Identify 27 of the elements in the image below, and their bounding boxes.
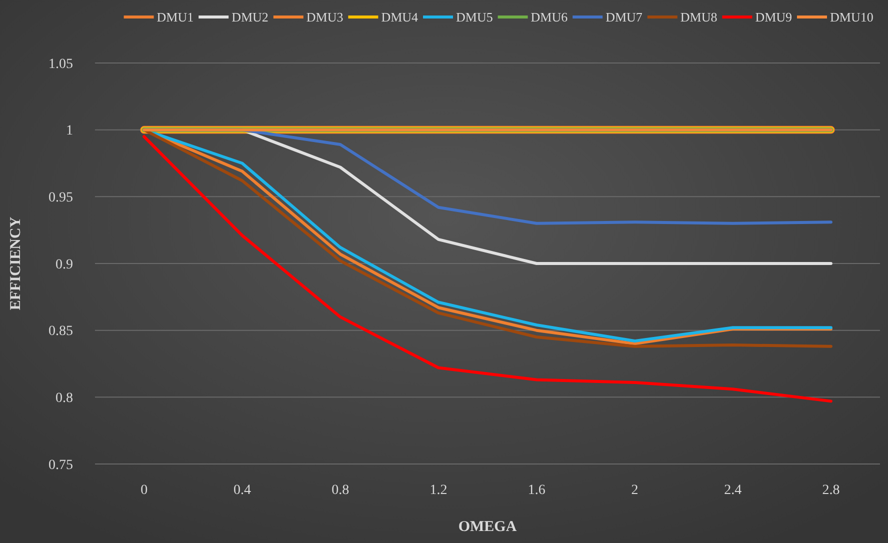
x-tick-label: 2.8 — [822, 483, 840, 498]
y-tick-label: 0.9 — [56, 257, 73, 272]
x-tick-label: 1.2 — [430, 483, 448, 498]
x-tick-label: 0.4 — [233, 483, 251, 498]
legend-label: DMU2 — [232, 10, 268, 25]
legend-label: DMU4 — [381, 10, 419, 25]
legend-label: DMU9 — [755, 10, 792, 25]
x-tick-label: 0 — [140, 483, 148, 498]
x-tick-label: 2.4 — [724, 483, 742, 498]
legend-label: DMU6 — [530, 10, 568, 25]
y-tick-label: 0.8 — [56, 391, 73, 406]
y-tick-label: 0.95 — [48, 190, 73, 206]
x-tick-label: 1.6 — [528, 483, 546, 498]
legend-label: DMU8 — [680, 10, 718, 25]
x-tick-label: 2 — [631, 483, 638, 498]
y-tick-label: 1 — [66, 124, 73, 139]
y-tick-label: 1.05 — [48, 56, 73, 72]
x-axis-title: OMEGA — [458, 519, 517, 535]
legend-label: DMU1 — [156, 10, 194, 25]
y-axis-title: EFFICIENCY — [8, 216, 24, 310]
legend-label: DMU5 — [456, 10, 493, 25]
x-tick-label: 0.8 — [332, 483, 350, 498]
y-tick-label: 0.85 — [48, 324, 73, 340]
y-tick-label: 0.75 — [48, 458, 73, 473]
legend-label: DMU3 — [306, 10, 344, 25]
legend-label: DMU7 — [606, 10, 643, 25]
legend-label: DMU10 — [830, 10, 874, 25]
